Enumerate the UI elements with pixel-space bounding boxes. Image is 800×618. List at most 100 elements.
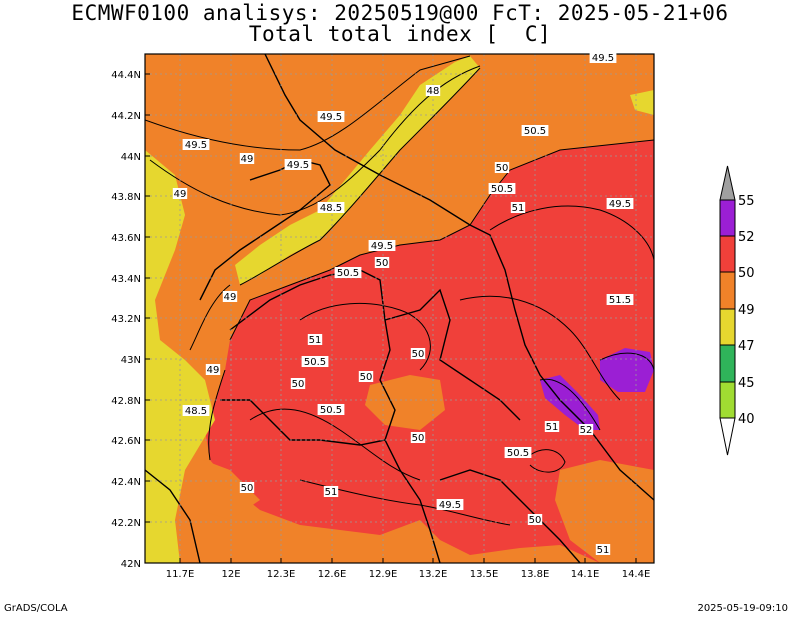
map-title-line1: ECMWF0100 analisys: 20250519@00 FcT: 202…: [71, 1, 729, 25]
svg-text:49: 49: [241, 154, 254, 165]
svg-text:50: 50: [412, 433, 425, 444]
svg-text:50.5: 50.5: [320, 405, 342, 416]
lat-label: 43.6N: [111, 233, 141, 244]
legend-swatch: [719, 381, 736, 419]
svg-text:49.5: 49.5: [439, 500, 461, 511]
legend-label: 52: [738, 230, 755, 245]
svg-text:49.5: 49.5: [609, 199, 631, 210]
field-yellow-blob: [630, 90, 654, 115]
legend-label: 45: [738, 376, 755, 391]
contour-label: 49.5: [284, 159, 312, 171]
svg-text:50.5: 50.5: [524, 126, 546, 137]
svg-text:49: 49: [174, 189, 187, 200]
legend-swatch: [719, 235, 736, 273]
svg-text:49.5: 49.5: [320, 112, 342, 123]
svg-text:50.5: 50.5: [507, 448, 529, 459]
contour-line-g: [599, 352, 654, 371]
contour-label: 51: [307, 334, 323, 346]
svg-text:51.5: 51.5: [609, 295, 631, 306]
contour-label: 50: [527, 514, 543, 526]
footer-timestamp: 2025-05-19-09:10: [697, 603, 788, 614]
field-purple-tongue: [540, 375, 600, 430]
legend-swatch: [719, 308, 736, 346]
svg-text:50.5: 50.5: [304, 357, 326, 368]
lat-label: 44.2N: [111, 111, 141, 122]
svg-text:51: 51: [325, 487, 338, 498]
contour-label: 49.5: [182, 139, 210, 151]
lon-label: 11.7E: [166, 569, 195, 580]
contour-label-layer: 49.5 48 49.5 49.5 49 49.5 49 48.5 50 50.5 51 50.5 49…: [172, 52, 634, 556]
field-orange-island-c: [180, 455, 260, 520]
contour-line-i: [489, 205, 654, 261]
svg-text:50: 50: [412, 349, 425, 360]
contour-label: 48.5: [317, 202, 345, 214]
contour-label: 51.5: [606, 294, 634, 306]
contour-label: 49.5: [606, 198, 634, 210]
svg-text:49.5: 49.5: [287, 160, 309, 171]
lon-label: 13.2E: [419, 569, 448, 580]
contour-label: 50: [358, 371, 374, 383]
contour-label: 52: [578, 424, 594, 436]
field-yellow-west: [145, 150, 215, 563]
svg-text:50.5: 50.5: [337, 268, 359, 279]
contour-label: 49.5: [368, 240, 396, 252]
region-border-b: [384, 288, 521, 421]
region-border-e: [439, 469, 581, 563]
contour-label: 50: [374, 257, 390, 269]
contour-line-h: [539, 378, 601, 431]
legend-label: 47: [738, 339, 755, 354]
svg-text:49.5: 49.5: [592, 53, 614, 64]
svg-text:50: 50: [496, 163, 509, 174]
legend-label: 40: [738, 412, 755, 427]
legend-label: 50: [738, 266, 755, 281]
contour-label: 50: [290, 378, 306, 390]
contour-label: 48: [425, 85, 441, 97]
svg-text:48.5: 48.5: [185, 406, 207, 417]
legend-swatch: [719, 344, 736, 383]
contour-label: 51: [544, 421, 560, 433]
contour-label: 50.5: [301, 356, 329, 368]
contour-label: 50.5: [334, 267, 362, 279]
contour-line-m: [189, 284, 231, 351]
contour-label: 49.5: [317, 111, 345, 123]
contour-label: 50.5: [488, 183, 516, 195]
field-orange-island-b: [555, 460, 654, 563]
svg-text:51: 51: [309, 335, 322, 346]
field-yellow-band: [235, 56, 480, 285]
latitude-axis: 44.4N 44.2N 44N 43.8N 43.6N 43.4N 43.2N 43N 42.8…: [111, 70, 150, 570]
svg-text:51: 51: [512, 203, 525, 214]
svg-text:49.5: 49.5: [185, 140, 207, 151]
longitude-axis: 11.7E 12E 12.3E 12.6E 12.9E 13.2E 13.5E 13.8E 14…: [166, 558, 650, 580]
svg-text:50: 50: [241, 483, 254, 494]
svg-text:51: 51: [597, 545, 610, 556]
svg-text:49: 49: [224, 292, 237, 303]
lon-label: 12.9E: [369, 569, 398, 580]
region-border-a: [229, 269, 441, 563]
coastline: [264, 54, 654, 501]
contour-label: 50: [410, 348, 426, 360]
lat-label: 42N: [121, 559, 141, 570]
contour-label: 49: [239, 153, 255, 165]
svg-text:50: 50: [376, 258, 389, 269]
contour-label: 50.5: [521, 125, 549, 137]
svg-text:51: 51: [546, 422, 559, 433]
lat-label: 42.2N: [111, 518, 141, 529]
lat-label: 43.2N: [111, 314, 141, 325]
lat-label: 42.8N: [111, 396, 141, 407]
color-legend: 55 52 50 49 47 45 40: [719, 165, 755, 456]
svg-text:50.5: 50.5: [491, 184, 513, 195]
contour-line-b: [149, 65, 481, 216]
legend-bottom-arrow: [719, 417, 736, 456]
svg-text:48.5: 48.5: [320, 203, 342, 214]
lat-label: 42.6N: [111, 436, 141, 447]
contour-label: 49: [222, 291, 238, 303]
contour-label: 50.5: [317, 404, 345, 416]
contour-line-k: [249, 408, 421, 481]
lat-label: 44N: [121, 152, 141, 163]
contour-label: 50.5: [504, 447, 532, 459]
contour-line-l: [529, 449, 566, 473]
svg-text:48: 48: [427, 86, 440, 97]
contour-line-a: [145, 55, 471, 151]
legend-swatch: [719, 199, 736, 237]
